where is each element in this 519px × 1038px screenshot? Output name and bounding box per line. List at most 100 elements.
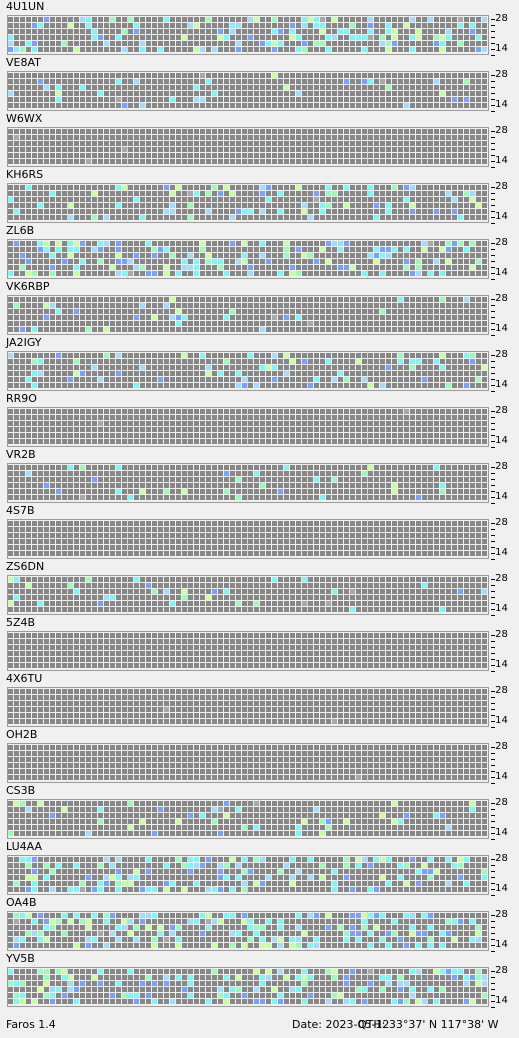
signal-cell: [440, 185, 445, 190]
signal-cell: [128, 315, 133, 320]
signal-cell: [236, 527, 241, 532]
signal-cell: [134, 415, 139, 420]
signal-cell: [146, 259, 151, 264]
signal-cell: [80, 303, 85, 308]
signal-cell: [224, 159, 229, 164]
signal-cell: [134, 483, 139, 488]
signal-cell: [236, 135, 241, 140]
signal-cell: [230, 439, 235, 444]
signal-cell: [434, 17, 439, 22]
signal-cell: [98, 73, 103, 78]
signal-cell: [158, 197, 163, 202]
signal-cell: [164, 185, 169, 190]
signal-cell: [476, 415, 481, 420]
signal-cell: [200, 321, 205, 326]
signal-cell: [314, 23, 319, 28]
signal-cell: [350, 253, 355, 258]
signal-cell: [116, 209, 121, 214]
signal-cell: [26, 471, 31, 476]
signal-cell: [68, 365, 73, 370]
signal-cell: [350, 185, 355, 190]
signal-cell: [170, 241, 175, 246]
signal-cell: [446, 85, 451, 90]
signal-cell: [470, 159, 475, 164]
signal-cell: [356, 79, 361, 84]
hour-divider: [367, 296, 368, 334]
signal-cell: [266, 483, 271, 488]
signal-cell: [128, 415, 133, 420]
signal-cell: [266, 197, 271, 202]
signal-cell: [380, 141, 385, 146]
signal-cell: [194, 209, 199, 214]
signal-cell: [80, 297, 85, 302]
signal-cell: [140, 79, 145, 84]
signal-cell: [158, 79, 163, 84]
signal-cell: [140, 203, 145, 208]
signal-cell: [404, 85, 409, 90]
signal-cell: [20, 371, 25, 376]
signal-cell: [338, 377, 343, 382]
axis-tick: [491, 305, 495, 306]
signal-cell: [314, 427, 319, 432]
signal-cell: [8, 47, 13, 52]
signal-cell: [32, 359, 37, 364]
signal-cell: [92, 471, 97, 476]
signal-cell: [146, 265, 151, 270]
signal-cell: [458, 365, 463, 370]
signal-cell: [68, 185, 73, 190]
signal-cell: [104, 47, 109, 52]
signal-cell: [44, 97, 49, 102]
signal-cell: [98, 495, 103, 500]
signal-cell: [284, 521, 289, 526]
signal-cell: [98, 29, 103, 34]
axis-tick: [491, 423, 495, 424]
signal-cell: [230, 533, 235, 538]
signal-cell: [332, 253, 337, 258]
signal-cell: [440, 197, 445, 202]
hour-divider: [127, 296, 128, 334]
signal-cell: [140, 29, 145, 34]
signal-cell: [272, 197, 277, 202]
signal-cell: [296, 79, 301, 84]
signal-cell: [386, 185, 391, 190]
signal-cell: [350, 17, 355, 22]
signal-cell: [254, 527, 259, 532]
signal-cell: [170, 427, 175, 432]
signal-cell: [296, 383, 301, 388]
signal-cell: [266, 489, 271, 494]
signal-cell: [140, 433, 145, 438]
signal-cell: [416, 153, 421, 158]
signal-cell: [116, 321, 121, 326]
axis-tick: [491, 193, 495, 194]
signal-cell: [428, 247, 433, 252]
signal-cell: [32, 271, 37, 276]
signal-cell: [176, 103, 181, 108]
signal-cell: [326, 371, 331, 376]
signal-cell: [326, 359, 331, 364]
signal-cell: [170, 85, 175, 90]
hour-divider: [127, 184, 128, 222]
signal-cell: [272, 353, 277, 358]
signal-cell: [236, 91, 241, 96]
signal-cell: [332, 41, 337, 46]
signal-cell: [278, 421, 283, 426]
signal-cell: [476, 203, 481, 208]
signal-cell: [176, 477, 181, 482]
signal-cell: [110, 135, 115, 140]
signal-cell: [86, 377, 91, 382]
signal-cell: [296, 377, 301, 382]
signal-cell: [386, 483, 391, 488]
signal-cell: [218, 489, 223, 494]
signal-cell: [158, 135, 163, 140]
signal-cell: [248, 185, 253, 190]
signal-cell: [380, 353, 385, 358]
signal-cell: [350, 159, 355, 164]
signal-cell: [374, 321, 379, 326]
signal-cell: [110, 147, 115, 152]
signal-cell: [404, 353, 409, 358]
signal-cell: [74, 29, 79, 34]
signal-cell: [428, 209, 433, 214]
signal-cell: [104, 191, 109, 196]
signal-cell: [146, 527, 151, 532]
signal-cell: [308, 17, 313, 22]
